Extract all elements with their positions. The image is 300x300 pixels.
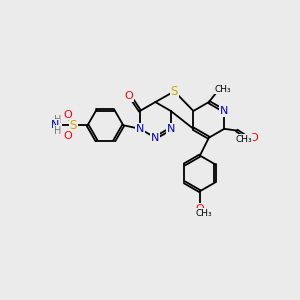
Text: H: H (54, 126, 61, 136)
Text: O: O (124, 91, 133, 101)
Text: O: O (250, 133, 259, 143)
Text: N: N (151, 133, 160, 143)
Text: S: S (171, 85, 178, 98)
Text: O: O (64, 110, 72, 119)
Text: S: S (70, 119, 77, 132)
Text: N: N (167, 124, 175, 134)
Text: N: N (136, 124, 144, 134)
Text: CH₃: CH₃ (214, 85, 231, 94)
Text: CH₃: CH₃ (236, 135, 252, 144)
Text: O: O (196, 204, 204, 214)
Text: H: H (54, 115, 61, 125)
Text: CH₃: CH₃ (196, 209, 212, 218)
Text: N: N (51, 120, 60, 130)
Text: O: O (64, 131, 72, 141)
Text: N: N (220, 106, 229, 116)
